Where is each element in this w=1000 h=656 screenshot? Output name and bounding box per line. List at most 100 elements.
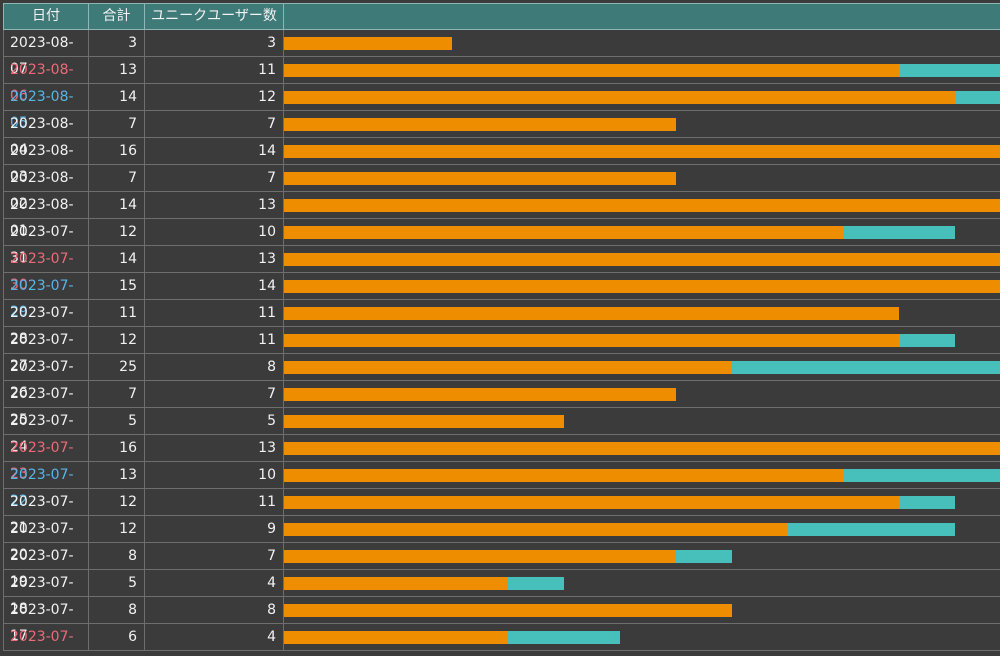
table-row[interactable]: 2023-07-28 11 11	[3, 300, 1000, 347]
date-cell: 2023-07-19	[3, 543, 89, 590]
total-cell: 16	[89, 435, 145, 461]
total-cell: 7	[89, 111, 145, 137]
header-total[interactable]: 合計	[89, 4, 145, 29]
table-row[interactable]: 2023-08-06 13 11	[3, 57, 1000, 104]
date-cell: 2023-07-26	[3, 354, 89, 401]
date-cell: 2023-07-24	[3, 408, 89, 455]
table-row[interactable]: 2023-07-20 12 9	[3, 516, 1000, 563]
unique-users-cell: 10	[145, 219, 284, 245]
table-row[interactable]: 2023-07-21 12 11	[3, 489, 1000, 536]
bar-cell	[284, 273, 1000, 299]
table-row[interactable]: 2023-07-29 15 14	[3, 273, 1000, 320]
table-row[interactable]: 2023-07-1664	[3, 624, 1000, 656]
table-row[interactable]: 2023-07-31 12 10	[3, 219, 1000, 266]
table-row[interactable]: 2023-07-25 7 7	[3, 381, 1000, 428]
table-row[interactable]: 2023-08-07 3 3	[3, 30, 1000, 77]
bar-cell	[284, 462, 1000, 488]
table-row[interactable]: 2023-08-03 16 14	[3, 138, 1000, 185]
date-cell: 2023-07-18	[3, 570, 89, 617]
stats-table: 日付 合計 ユニークユーザー数 2023-08-07 3 3 2023-08-06 13…	[3, 3, 1000, 656]
date-cell: 2023-07-16	[3, 624, 89, 656]
unique-users-bar	[284, 226, 843, 239]
table-row[interactable]: 2023-07-19 8 7	[3, 543, 1000, 590]
bar-cell	[284, 408, 1000, 434]
total-cell: 11	[89, 300, 145, 326]
date-cell: 2023-08-03	[3, 138, 89, 185]
unique-users-bar	[284, 37, 452, 50]
unique-users-cell: 7	[145, 165, 284, 191]
bar-cell	[284, 111, 1000, 137]
total-cell: 12	[89, 219, 145, 245]
date-cell: 2023-07-29	[3, 273, 89, 320]
bar-cell	[284, 624, 1000, 650]
unique-users-cell: 9	[145, 516, 284, 542]
unique-users-cell: 14	[145, 138, 284, 164]
bar-cell	[284, 219, 1000, 245]
table-row[interactable]: 2023-07-17 8 8	[3, 597, 1000, 644]
total-cell: 6	[89, 624, 145, 650]
unique-users-cell: 11	[145, 57, 284, 83]
unique-users-cell: 4	[145, 624, 284, 650]
bar-cell	[284, 57, 1000, 83]
date-cell: 2023-07-22	[3, 462, 89, 509]
unique-users-bar	[284, 253, 1000, 266]
date-cell: 2023-07-23	[3, 435, 89, 482]
unique-users-cell: 11	[145, 327, 284, 353]
table-row[interactable]: 2023-07-23 16 13	[3, 435, 1000, 482]
unique-users-bar	[284, 91, 955, 104]
unique-users-bar	[284, 550, 676, 563]
total-cell: 8	[89, 543, 145, 569]
total-cell: 8	[89, 597, 145, 623]
total-cell: 5	[89, 570, 145, 596]
bar-cell	[284, 435, 1000, 461]
total-cell: 12	[89, 516, 145, 542]
header-date[interactable]: 日付	[3, 4, 89, 29]
unique-users-bar	[284, 118, 676, 131]
table-row[interactable]: 2023-07-24 5 5	[3, 408, 1000, 455]
table-row[interactable]: 2023-07-30 14 13	[3, 246, 1000, 293]
table-row[interactable]: 2023-07-18 5 4	[3, 570, 1000, 617]
unique-users-bar	[284, 577, 508, 590]
unique-users-bar	[284, 361, 732, 374]
unique-users-bar	[284, 199, 1000, 212]
date-cell: 2023-07-20	[3, 516, 89, 563]
unique-users-bar	[284, 523, 787, 536]
bar-cell	[284, 138, 1000, 164]
bar-cell	[284, 597, 1000, 623]
unique-users-bar	[284, 64, 899, 77]
table-row[interactable]: 2023-07-27 12 11	[3, 327, 1000, 374]
unique-users-cell: 5	[145, 408, 284, 434]
bar-cell	[284, 543, 1000, 569]
total-cell: 12	[89, 489, 145, 515]
unique-users-cell: 7	[145, 111, 284, 137]
unique-users-cell: 12	[145, 84, 284, 110]
unique-users-cell: 13	[145, 192, 284, 218]
table-row[interactable]: 2023-08-02 7 7	[3, 165, 1000, 212]
table-header: 日付 合計 ユニークユーザー数	[3, 3, 1000, 30]
total-cell: 16	[89, 138, 145, 164]
date-cell: 2023-07-25	[3, 381, 89, 428]
table-row[interactable]: 2023-08-05 14 12	[3, 84, 1000, 131]
unique-users-bar	[284, 496, 899, 509]
header-unique-users[interactable]: ユニークユーザー数	[145, 4, 284, 29]
bar-cell	[284, 327, 1000, 353]
unique-users-cell: 13	[145, 246, 284, 272]
date-cell: 2023-07-28	[3, 300, 89, 347]
bar-cell	[284, 246, 1000, 272]
unique-users-bar	[284, 145, 1000, 158]
table-row[interactable]: 2023-07-26 25 8	[3, 354, 1000, 401]
table-row[interactable]: 2023-07-22 13 10	[3, 462, 1000, 509]
unique-users-cell: 8	[145, 597, 284, 623]
unique-users-cell: 11	[145, 489, 284, 515]
date-cell: 2023-08-05	[3, 84, 89, 131]
table-row[interactable]: 2023-08-01 14 13	[3, 192, 1000, 239]
unique-users-cell: 7	[145, 381, 284, 407]
table-row[interactable]: 2023-08-04 7 7	[3, 111, 1000, 158]
bar-cell	[284, 165, 1000, 191]
date-cell: 2023-07-21	[3, 489, 89, 536]
bar-cell	[284, 192, 1000, 218]
unique-users-bar	[284, 442, 1000, 455]
unique-users-cell: 10	[145, 462, 284, 488]
date-cell: 2023-08-06	[3, 57, 89, 104]
date-cell: 2023-08-07	[3, 30, 89, 77]
